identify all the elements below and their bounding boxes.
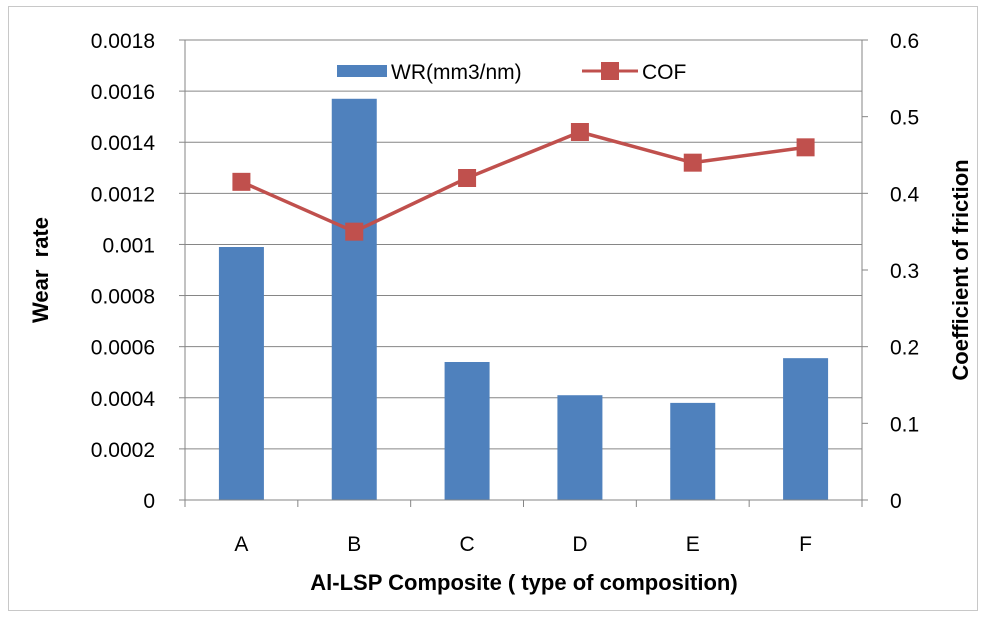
y-tick-label: 0.0016: [91, 81, 155, 104]
y-tick-label: 0.0012: [91, 183, 155, 206]
x-tick-label: A: [234, 533, 248, 556]
y2-tick-label: 0.3: [890, 260, 919, 283]
x-tick-label: C: [459, 533, 474, 556]
legend-cof-label: COF: [642, 61, 686, 84]
wr-bar: [444, 362, 490, 500]
left-y-tick-labels: 0 0.0002 0.0004 0.0006 0.0008 0.001 0.0012 0.00…: [91, 30, 156, 513]
y-tick-label: 0.0008: [91, 286, 155, 309]
legend-wr-swatch: [337, 65, 387, 77]
y-tick-label: 0.0006: [91, 337, 155, 360]
right-y-tick-labels: 0 0.1 0.2 0.3 0.4 0.5 0.6: [890, 30, 920, 513]
x-axis-title: Al-LSP Composite ( type of composition): [310, 570, 737, 595]
x-tick-label: D: [572, 533, 587, 556]
cof-marker: [345, 222, 364, 241]
cof-line: [240, 130, 806, 234]
legend-cof-marker: [601, 62, 619, 80]
cof-marker: [570, 123, 589, 141]
y2-tick-label: 0.6: [890, 30, 919, 53]
y-tick-label: 0.0014: [91, 132, 156, 155]
y-tick-label: 0.0004: [91, 388, 156, 411]
y2-tick-label: 0.1: [890, 413, 919, 436]
y2-tick-label: 0.2: [890, 337, 919, 360]
chart-frame: [8, 6, 978, 611]
legend-wr-label: WR(mm3/nm): [391, 61, 522, 84]
x-tick-labels: A B C D E F: [234, 533, 812, 556]
y-tick-label: 0.001: [102, 234, 155, 257]
y-tick-label: 0.0002: [91, 439, 155, 462]
axes: [184, 40, 863, 507]
y-tick-label: 0: [143, 490, 155, 513]
y-tick-label: 0.0018: [91, 30, 155, 53]
cof-marker: [796, 138, 815, 157]
gridlines: [179, 39, 868, 501]
cof-line-series: [232, 123, 815, 241]
y2-axis-title: Coefficient of friction: [948, 159, 973, 380]
cof-marker: [458, 169, 477, 187]
x-tick-label: E: [686, 533, 700, 556]
wr-bar: [557, 395, 603, 500]
y2-tick-label: 0.5: [890, 107, 919, 130]
cof-marker: [232, 172, 251, 191]
y-axis-title: Wear rate: [28, 217, 53, 323]
x-tick-label: F: [799, 533, 812, 556]
y2-tick-label: 0.4: [890, 183, 920, 206]
cof-marker: [683, 153, 702, 172]
wr-bar: [670, 402, 716, 500]
wr-bar: [783, 358, 829, 500]
wr-bar: [331, 98, 377, 501]
x-tick-label: B: [347, 533, 361, 556]
legend: WR(mm3/nm) COF: [337, 61, 686, 84]
wr-bars: [218, 98, 829, 501]
y2-tick-label: 0: [890, 490, 902, 513]
wr-bar: [218, 247, 264, 500]
